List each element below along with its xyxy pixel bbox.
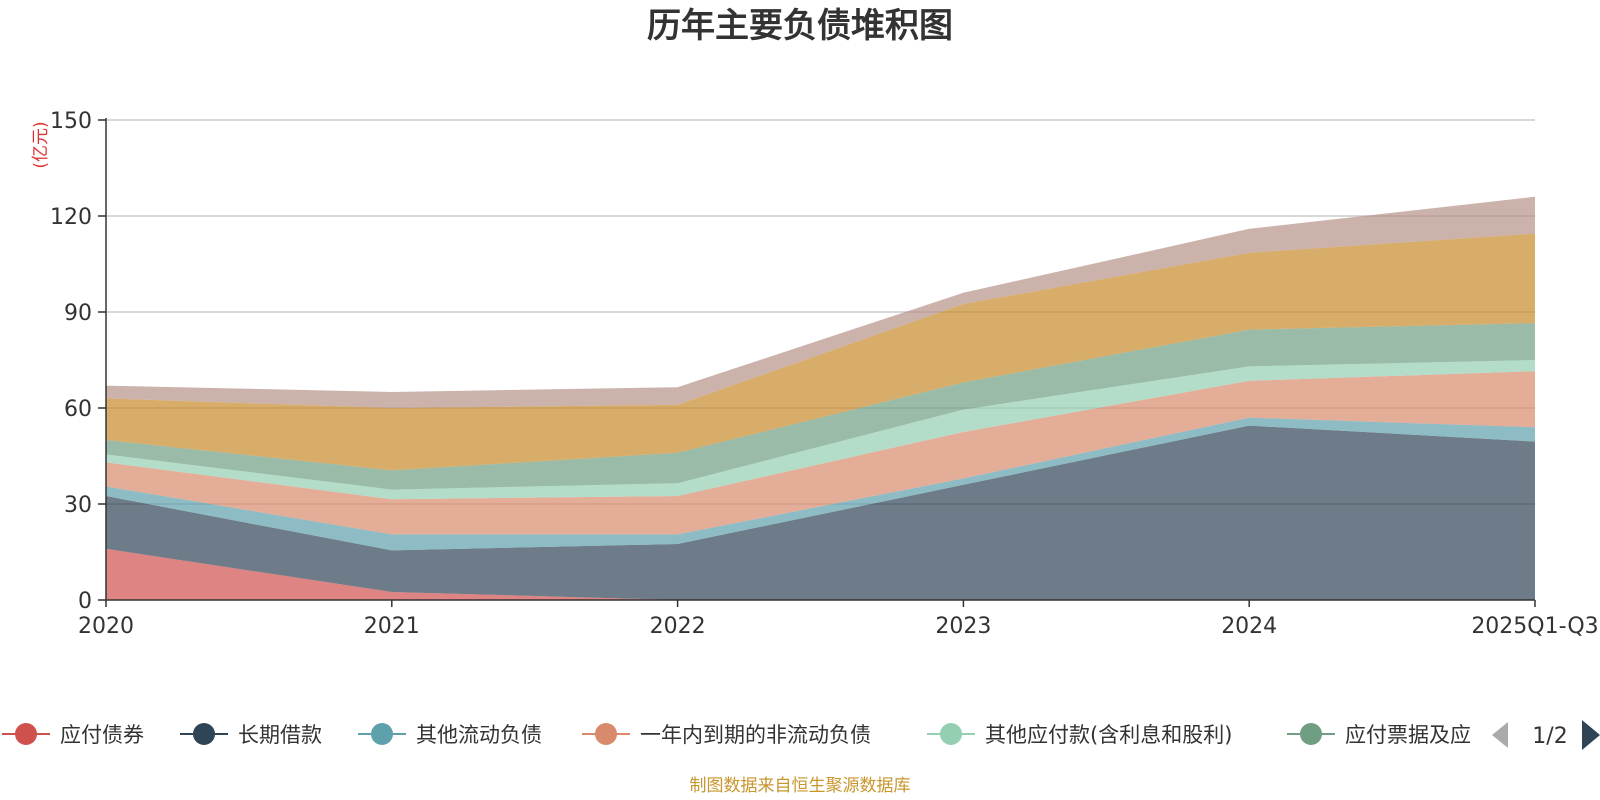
legend-label-5: 应付票据及应 (1345, 723, 1471, 747)
x-tick-label-1: 2021 (364, 614, 420, 639)
y-tick-label-90: 90 (64, 301, 92, 326)
legend-marker-2 (371, 723, 393, 745)
y-tick-label-0: 0 (78, 589, 92, 614)
legend-item-0[interactable]: 应付债券 (2, 723, 144, 747)
legend-marker-1 (193, 723, 215, 745)
stacked-areas (106, 196, 1535, 600)
legend-label-3: 一年内到期的非流动负债 (640, 723, 871, 747)
y-tick-label-120: 120 (50, 205, 92, 230)
legend-item-4[interactable]: 其他应付款(含利息和股利) (927, 723, 1232, 747)
y-axis-unit-label: (亿元) (31, 121, 51, 168)
legend-label-4: 其他应付款(含利息和股利) (985, 723, 1232, 747)
y-tick-label-150: 150 (50, 109, 92, 134)
data-source-note: 制图数据来自恒生聚源数据库 (690, 776, 911, 796)
x-tick-label-4: 2024 (1221, 614, 1277, 639)
area-series-0[interactable] (106, 548, 1535, 600)
area-series-1[interactable] (106, 425, 1535, 600)
legend-marker-5 (1300, 723, 1322, 745)
x-tick-label-3: 2023 (935, 614, 991, 639)
chart-title: 历年主要负债堆积图 (647, 6, 953, 46)
legend-marker-3 (595, 723, 617, 745)
x-tick-label-5: 2025Q1-Q3 (1471, 614, 1598, 639)
legend-marker-4 (940, 723, 962, 745)
x-tick-label-0: 2020 (78, 614, 134, 639)
legend-next-arrow-icon[interactable] (1582, 720, 1600, 750)
legend-page-indicator: 1/2 (1532, 724, 1567, 749)
legend-label-2: 其他流动负债 (416, 723, 542, 747)
y-tick-label-60: 60 (64, 397, 92, 422)
area-series-6[interactable] (106, 233, 1535, 471)
area-series-4[interactable] (106, 360, 1535, 500)
legend-pager: 1/2 (1492, 720, 1600, 750)
legend-prev-arrow-icon[interactable] (1492, 722, 1508, 748)
area-series-3[interactable] (106, 371, 1535, 535)
legend-item-2[interactable]: 其他流动负债 (358, 723, 542, 747)
area-series-5[interactable] (106, 323, 1535, 490)
area-series-2[interactable] (106, 417, 1535, 551)
area-series-7[interactable] (106, 196, 1535, 408)
legend-item-1[interactable]: 长期借款 (180, 723, 322, 747)
x-tick-label-2: 2022 (650, 614, 706, 639)
legend-item-3[interactable]: 一年内到期的非流动负债 (582, 723, 871, 747)
legend-marker-0 (15, 723, 37, 745)
legend-item-5[interactable]: 应付票据及应 (1287, 723, 1471, 747)
legend-label-0: 应付债券 (60, 723, 144, 747)
axes: 0 30 60 90 120 150 2020 2021 2022 2023 2024 2025Q1-… (50, 109, 1599, 639)
legend-label-1: 长期借款 (238, 723, 322, 747)
legend: 应付债券 长期借款 其他流动负债 一年内到期的非流动负债 其他应付款(含利息和股利) 应付… (2, 705, 1600, 765)
y-tick-label-30: 30 (64, 493, 92, 518)
